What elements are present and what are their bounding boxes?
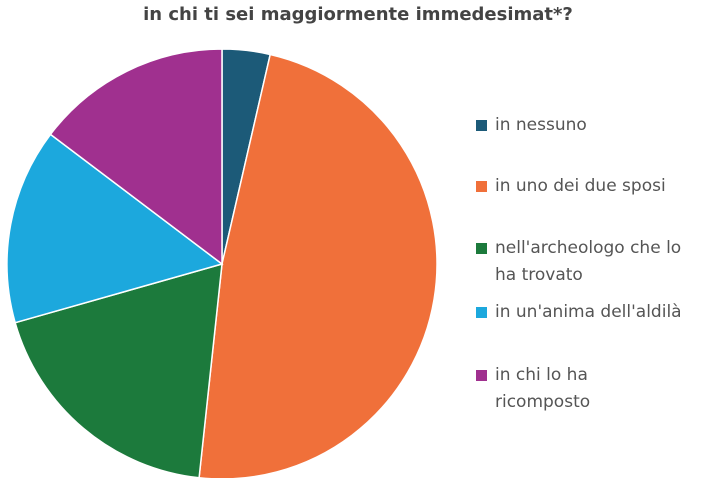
legend-swatch xyxy=(476,243,487,254)
pie-slice xyxy=(198,53,438,478)
legend-item: in uno dei due sposi xyxy=(476,173,711,200)
legend-item: in un'anima dell'aldilà xyxy=(476,299,711,326)
legend-label: in uno dei due sposi xyxy=(495,176,666,196)
legend-item: in chi lo ha ricomposto xyxy=(476,362,711,416)
legend-swatch xyxy=(476,370,487,381)
legend-swatch xyxy=(476,307,487,318)
legend-label: in chi lo ha ricomposto xyxy=(495,365,591,412)
legend-item: nell'archeologo che lo ha trovato xyxy=(476,235,711,289)
legend-label: nell'archeologo che lo ha trovato xyxy=(495,238,682,285)
pie-slice xyxy=(49,48,223,266)
legend-item: in nessuno xyxy=(476,112,711,139)
pie-slice xyxy=(14,262,223,478)
chart-title: in chi ti sei maggiormente immedesimat*? xyxy=(143,4,573,25)
legend-label: in un'anima dell'aldilà xyxy=(495,302,682,322)
legend-label: in nessuno xyxy=(495,115,587,135)
legend-swatch xyxy=(476,181,487,192)
pie-slice xyxy=(6,133,224,324)
legend-swatch xyxy=(476,120,487,131)
